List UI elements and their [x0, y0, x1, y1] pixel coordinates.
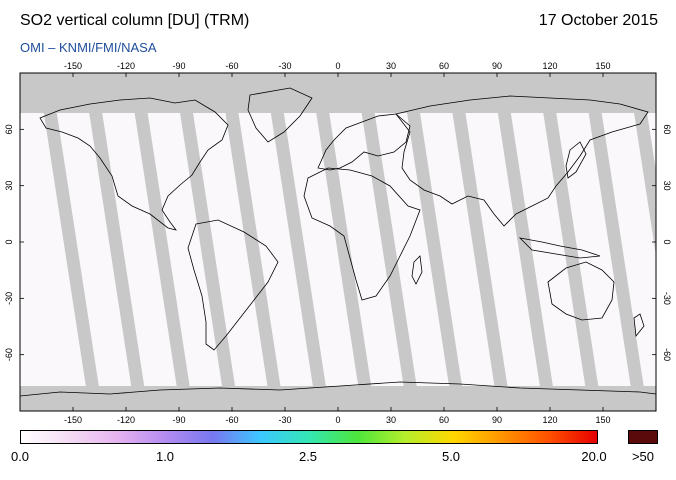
lat-label-left: 60	[4, 124, 14, 134]
lat-label-right: -60	[662, 348, 672, 361]
lon-label-bottom: 30	[386, 415, 396, 425]
lon-label-top: -30	[278, 61, 291, 71]
lat-label-right: 0	[662, 239, 672, 244]
map-date: 17 October 2015	[538, 12, 658, 29]
lon-label-bottom: 60	[439, 415, 449, 425]
lon-label-top: 0	[335, 61, 340, 71]
arctic-nodata-band	[20, 73, 656, 113]
map-title: SO2 vertical column [DU] (TRM)	[20, 12, 250, 29]
orbit-gap-swath	[537, 73, 603, 411]
lon-label-bottom: 120	[542, 415, 557, 425]
lat-label-left: -30	[4, 292, 14, 305]
lon-label-top: -150	[64, 61, 82, 71]
lon-label-bottom: -150	[64, 415, 82, 425]
orbit-gap-swath	[446, 73, 512, 411]
orbit-gap-swath	[128, 73, 194, 411]
greenland-coast	[247, 87, 313, 143]
axis-ticks: -150 -150 -120 -120 -90 -90 -60 -60 -30 -30 0 0 30 30…	[4, 61, 672, 425]
orbit-gap-swath	[627, 73, 656, 256]
colorbar-overflow-swatch	[628, 430, 658, 444]
orbit-gap-swath	[173, 73, 239, 411]
lon-label-top: 60	[439, 61, 449, 71]
lon-label-bottom: 150	[595, 415, 610, 425]
lat-label-right: -30	[662, 292, 672, 305]
lat-label-left: 0	[4, 239, 14, 244]
lat-label-left: 30	[4, 181, 14, 191]
lon-label-top: 150	[595, 61, 610, 71]
orbit-gap-swath	[219, 73, 285, 411]
africa-coast	[303, 167, 421, 301]
lon-label-bottom: 90	[492, 415, 502, 425]
lat-label-right: 30	[662, 181, 672, 191]
colorbar-label-2: 2.5	[298, 449, 318, 464]
madagascar-coast	[411, 255, 423, 285]
north-america-coast	[39, 97, 229, 231]
lon-label-bottom: -120	[117, 415, 135, 425]
lat-label-right: 60	[662, 124, 672, 134]
lon-label-bottom: -30	[278, 415, 291, 425]
europe-coast	[317, 113, 411, 171]
colorbar	[20, 430, 598, 444]
japan-coast	[565, 141, 587, 179]
colorbar-label-0: 0.0	[10, 449, 30, 464]
lon-label-bottom: -90	[172, 415, 185, 425]
asia-coast	[395, 95, 649, 227]
orbit-gap-swath	[400, 73, 466, 411]
new-zealand-coast	[633, 313, 645, 338]
orbit-gap-swath	[582, 73, 648, 411]
indonesia-coast	[518, 237, 601, 259]
antarctica-coast	[20, 381, 656, 397]
orbit-gap-swath	[37, 73, 103, 411]
coastlines	[20, 87, 656, 397]
colorbar-overflow-label: >50	[631, 449, 655, 464]
lon-label-top: -120	[117, 61, 135, 71]
lat-label-left: -60	[4, 348, 14, 361]
lon-label-top: 30	[386, 61, 396, 71]
australia-coast	[547, 261, 615, 321]
lon-label-bottom: -60	[225, 415, 238, 425]
antarctic-nodata-band	[20, 386, 656, 411]
colorbar-label-1: 1.0	[155, 449, 175, 464]
lon-label-top: -90	[172, 61, 185, 71]
south-america-coast	[187, 219, 279, 351]
lon-label-top: 90	[492, 61, 502, 71]
lon-label-top: 120	[542, 61, 557, 71]
orbit-gap-swath	[310, 73, 376, 411]
colorbar-label-4: 20.0	[581, 449, 607, 464]
lon-label-top: -60	[225, 61, 238, 71]
lon-label-bottom: 0	[335, 415, 340, 425]
data-credit: OMI – KNMI/FMI/NASA	[20, 40, 157, 55]
colorbar-label-3: 5.0	[441, 449, 461, 464]
orbit-gap-swath	[264, 73, 330, 411]
orbit-gap-swath	[355, 73, 421, 411]
